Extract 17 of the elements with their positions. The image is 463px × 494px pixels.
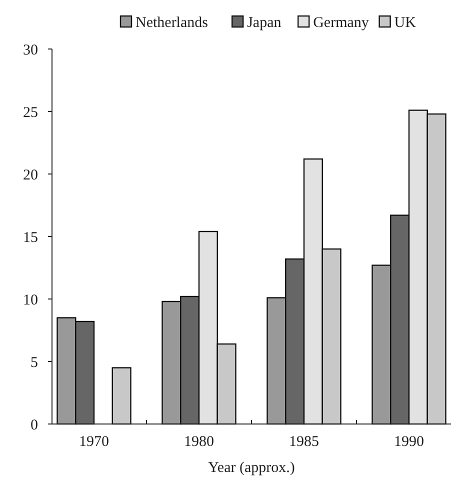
legend-label: Japan	[247, 15, 282, 31]
y-tick-label: 30	[23, 42, 38, 58]
x-tick-label: 1985	[289, 434, 319, 450]
y-tick-label: 0	[30, 417, 38, 434]
y-tick-label: 10	[23, 292, 38, 308]
legend-label: Netherlands	[136, 15, 208, 31]
x-tick-label: 1980	[184, 434, 214, 450]
legend-label: UK	[394, 15, 416, 31]
x-tick-label: 1970	[79, 434, 109, 450]
y-tick-label: 25	[23, 104, 38, 121]
y-tick-label: 20	[23, 167, 38, 184]
x-tick-label: 1990	[394, 434, 424, 450]
bar	[112, 367, 132, 425]
y-tick-label: 5	[30, 354, 38, 371]
x-axis-title: Year (approx.)	[208, 460, 295, 476]
legend-label: Germany	[313, 15, 370, 31]
y-tick-label: 15	[23, 230, 38, 246]
